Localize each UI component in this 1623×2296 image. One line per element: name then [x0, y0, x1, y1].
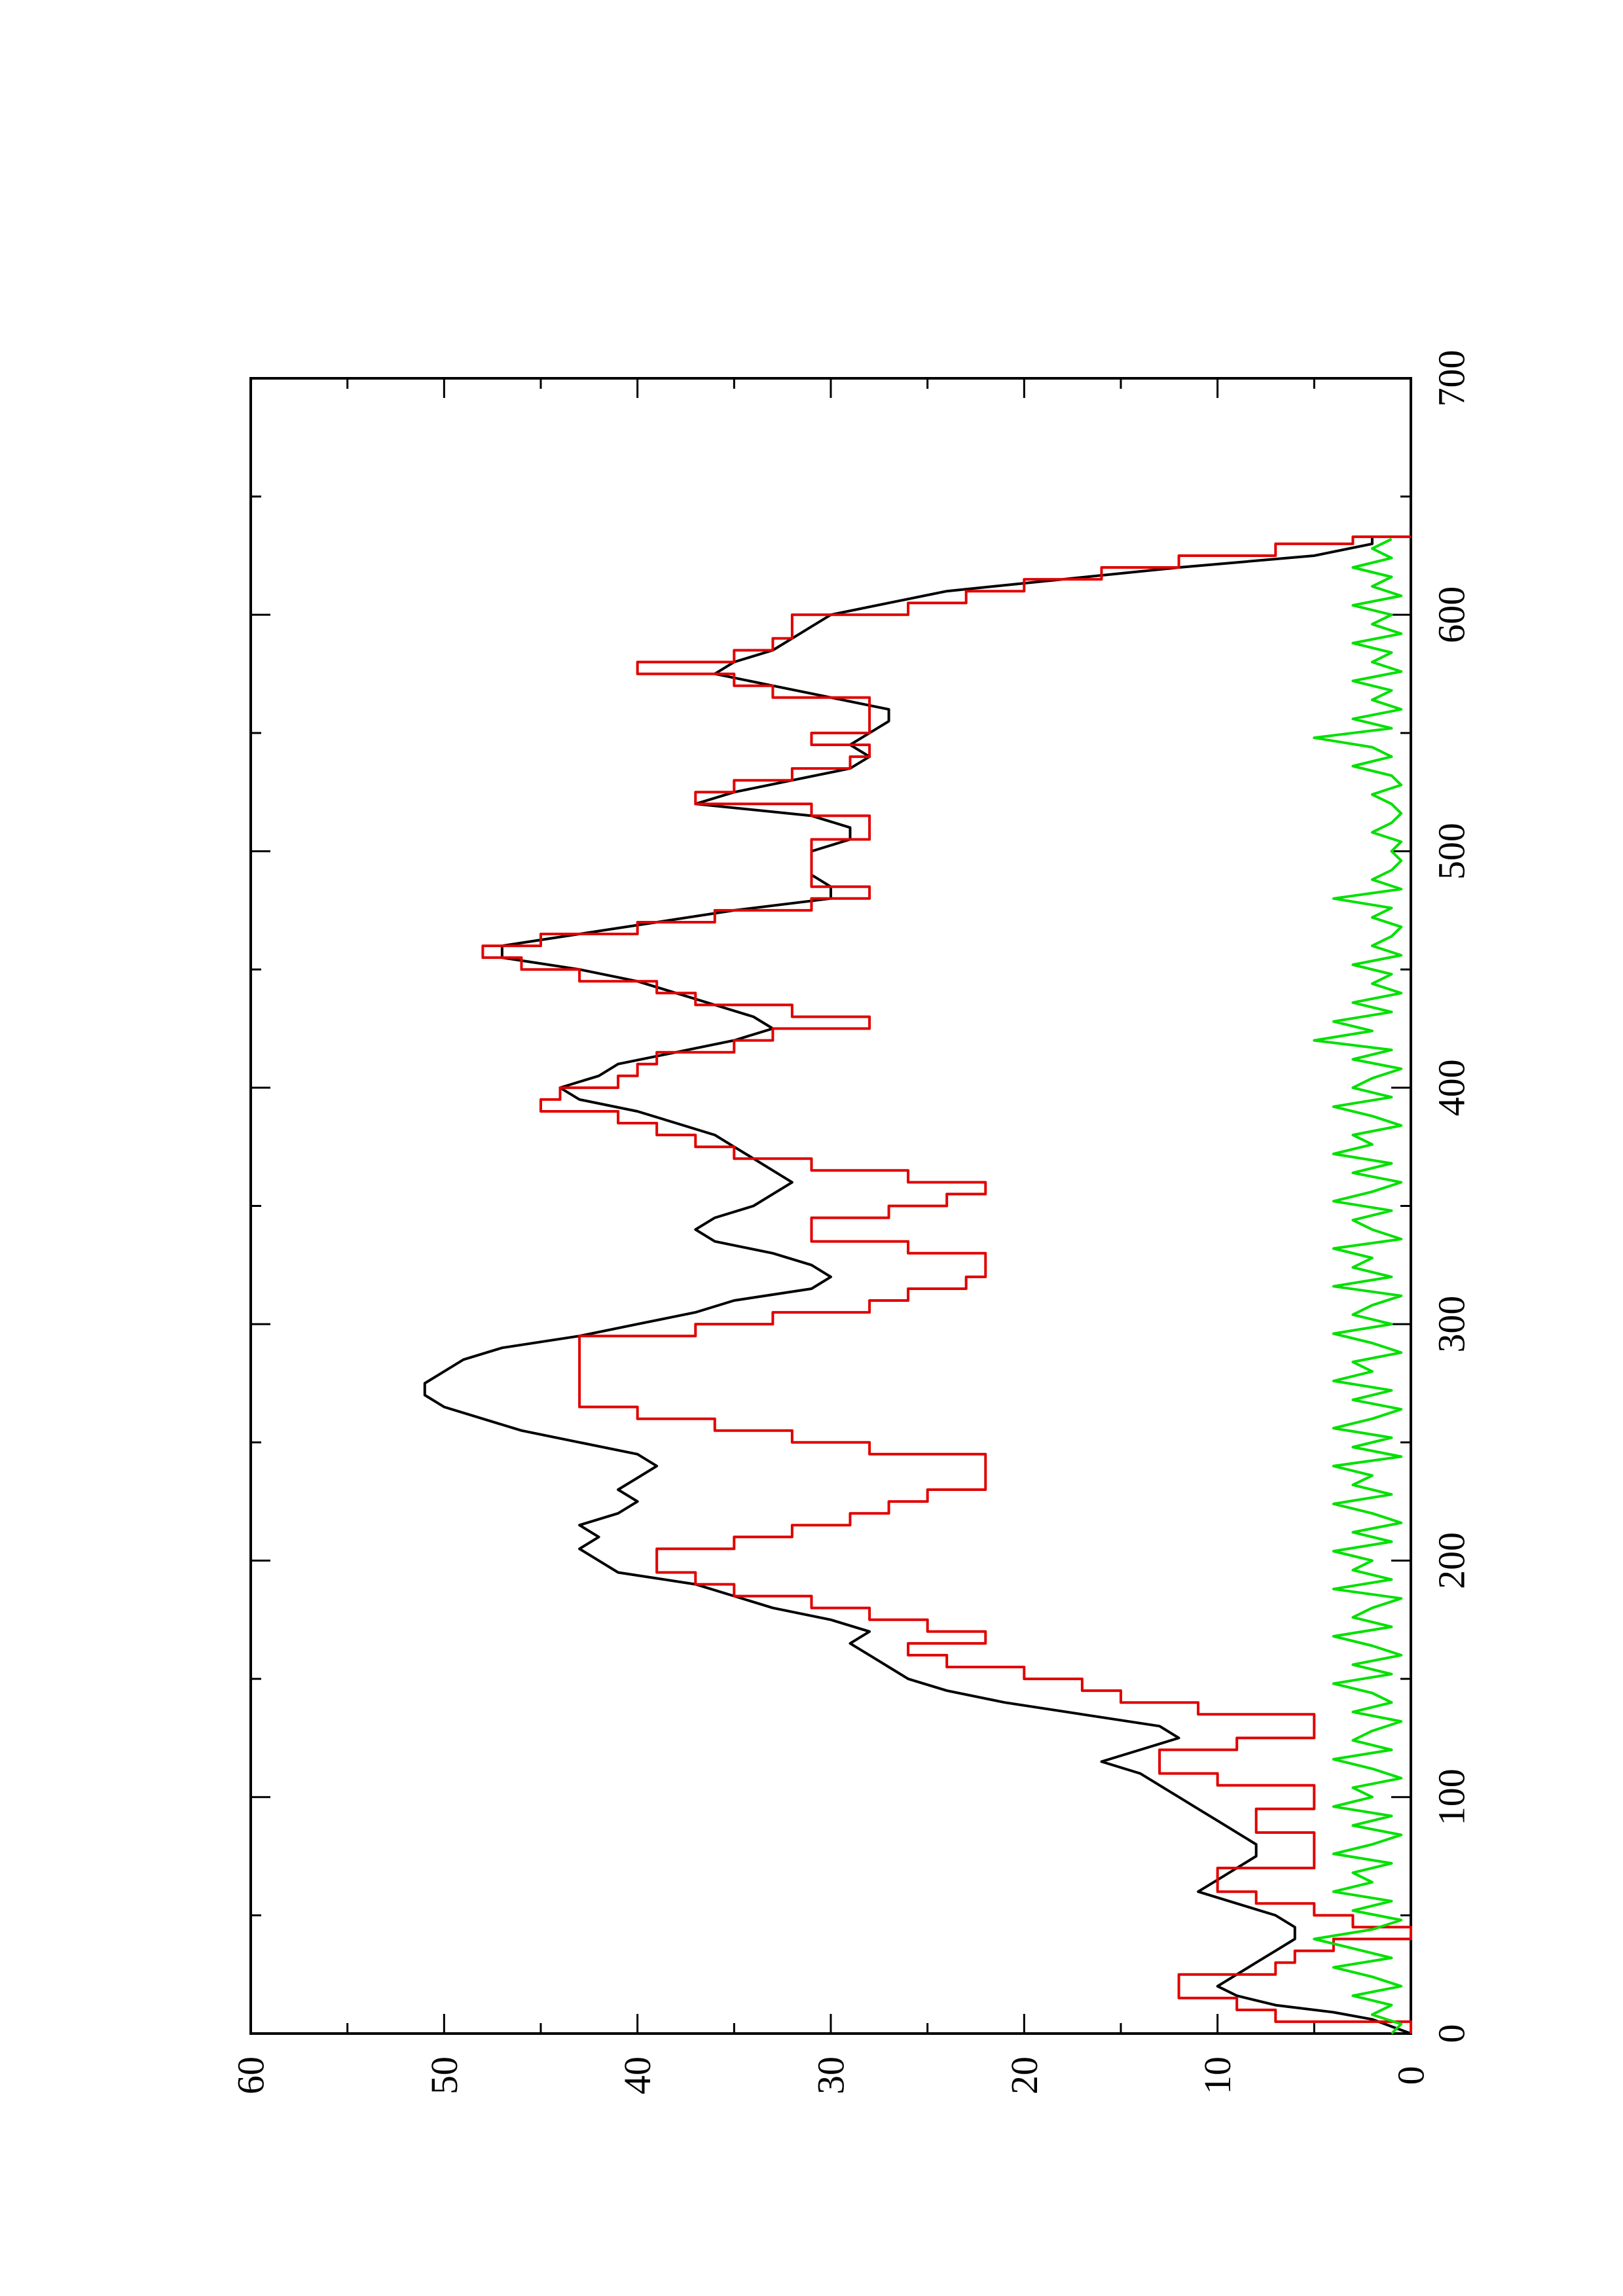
x-tick-label: 300: [1431, 1296, 1473, 1353]
y-tick-label: 50: [423, 2056, 465, 2094]
x-tick-label: 500: [1431, 823, 1473, 880]
y-tick-label: 0: [1390, 2066, 1432, 2085]
series-line-1: [423, 537, 1412, 2035]
series-line-2: [481, 535, 1412, 2034]
x-tick-label: 400: [1431, 1059, 1473, 1116]
x-tick-label: 600: [1431, 586, 1473, 643]
series-layer: [423, 535, 1412, 2035]
y-tick-label: 10: [1196, 2056, 1239, 2094]
axis-tick-labels: 0 100 200 300 400 500 600 700 0 10 20 30 40 50 60: [230, 350, 1473, 2095]
x-tick-label: 700: [1431, 350, 1473, 407]
y-tick-label: 60: [230, 2056, 272, 2094]
y-tick-label: 40: [616, 2056, 659, 2094]
y-tick-label: 30: [810, 2056, 852, 2094]
x-tick-label: 100: [1431, 1768, 1473, 1825]
x-tick-label: 200: [1431, 1532, 1473, 1589]
y-tick-label: 20: [1003, 2056, 1046, 2094]
x-tick-label: 0: [1431, 2024, 1473, 2043]
series-line-3: [1313, 537, 1403, 2035]
axis-ticks: [249, 377, 1412, 2035]
